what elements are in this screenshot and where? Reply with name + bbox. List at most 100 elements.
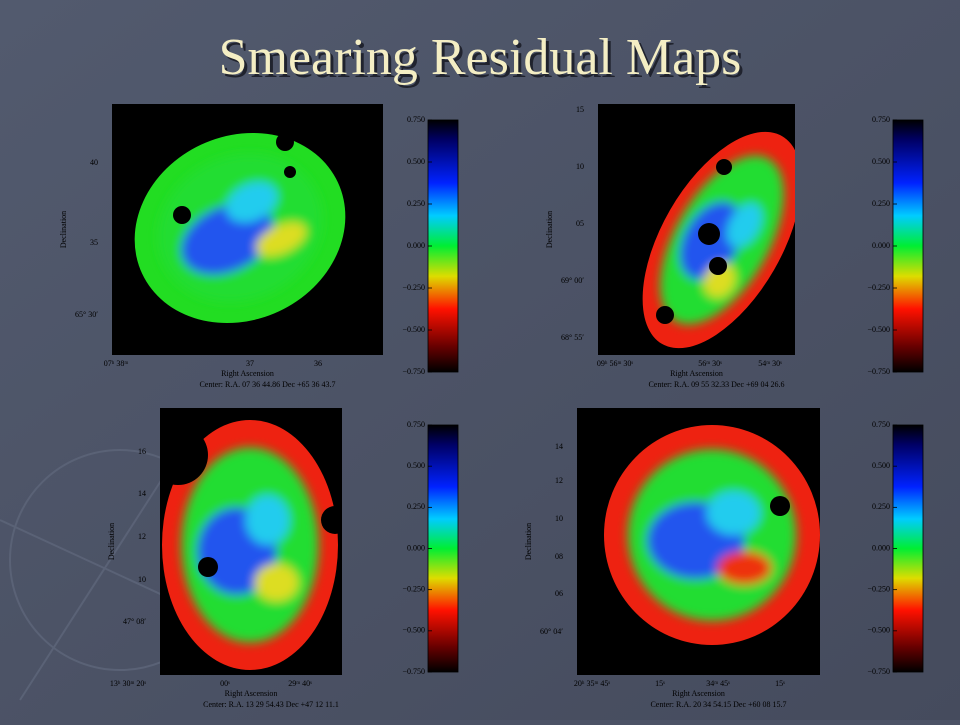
map-zone (717, 551, 772, 585)
masked-source (656, 306, 674, 324)
map-structure (181, 447, 319, 643)
map-image (604, 425, 820, 645)
y-tick-label: 14 (555, 442, 563, 451)
x-tick-label: 15ˢ (655, 679, 665, 688)
colorbar-tick-label: 0.750 (872, 115, 890, 124)
colorbar-tick-label: 0.750 (407, 420, 425, 429)
map-zone (245, 495, 290, 545)
y-axis-label: Declination (545, 211, 554, 248)
y-tick-label: 40 (90, 158, 98, 167)
x-tick-label: 34ᵐ 45ˢ (706, 679, 730, 688)
colorbar-tick-label: 0.000 (872, 241, 890, 250)
y-tick-label: 10 (555, 514, 563, 523)
y-tick-label: 47° 08′ (123, 617, 146, 626)
title: Smearing Residual Maps (219, 29, 742, 86)
colorbar-tick-label: −0.250 (867, 283, 890, 292)
colorbar-tick-label: 0.250 (872, 199, 890, 208)
y-tick-label: 10 (576, 162, 584, 171)
colorbar-tick-label: −0.250 (867, 584, 890, 593)
y-tick-label: 15 (576, 105, 584, 114)
colorbar-tick-label: 0.500 (407, 461, 425, 470)
colorbar-tick-label: 0.250 (407, 502, 425, 511)
x-tick-label: 54ᵐ 30ˢ (758, 359, 782, 368)
masked-source (716, 159, 732, 175)
masked-source (770, 496, 790, 516)
x-tick-label: 36 (314, 359, 322, 368)
colorbar-tick-label: −0.500 (402, 626, 425, 635)
x-tick-label: 20ʰ 35ᵐ 45ˢ (574, 679, 610, 688)
center-coordinates: Center: R.A. 20 34 54.15 Dec +60 08 15.7 (650, 700, 786, 709)
y-axis-label: Declination (524, 523, 533, 560)
y-tick-label: 68° 55′ (561, 333, 584, 342)
y-tick-label: 05 (576, 219, 584, 228)
map-image (134, 132, 346, 324)
map-structure (627, 449, 797, 621)
map-panel: Declination 14 12 10 08 06 60° 04′ 20ʰ 35ᵐ 45ˢ 1… (524, 408, 924, 709)
x-axis-label: Right Ascension (225, 689, 278, 698)
x-axis-label: Right Ascension (221, 369, 274, 378)
colorbar-tick-label: 0.000 (407, 241, 425, 250)
y-tick-label: 08 (555, 552, 563, 561)
center-coordinates: Center: R.A. 09 55 32.33 Dec +69 04 26.6 (648, 380, 784, 389)
map-panel: Declination 15 10 05 69° 00′ 68° 55′ 09ʰ 56ᵐ 3… (545, 104, 924, 389)
map-zone (226, 181, 278, 223)
masked-source (321, 506, 342, 534)
y-tick-label: 35 (90, 238, 98, 247)
colorbar (427, 424, 459, 673)
colorbar-tick-label: 0.750 (872, 420, 890, 429)
colorbar-tick-label: 0.500 (407, 157, 425, 166)
x-axis-label: Right Ascension (670, 369, 723, 378)
y-axis-label: Declination (107, 523, 116, 560)
x-tick-label: 29ᵐ 40ˢ (288, 679, 312, 688)
map-zone (255, 222, 307, 257)
map-structure (157, 153, 323, 303)
colorbar-tick-label: 0.000 (407, 543, 425, 552)
y-axis-label: Declination (59, 211, 68, 248)
masked-source (173, 206, 191, 224)
x-tick-label: 09ʰ 56ᵐ 30ˢ (597, 359, 633, 368)
title-shadow: Smearing Residual Maps (222, 32, 745, 89)
y-tick-label: 16 (138, 447, 146, 456)
colorbar-tick-label: −0.500 (867, 325, 890, 334)
y-tick-label: 12 (138, 532, 146, 541)
x-tick-label: 15ˢ (775, 679, 785, 688)
x-tick-label: 37 (246, 359, 254, 368)
map-zone (706, 491, 761, 535)
colorbar-tick-label: −0.750 (402, 667, 425, 676)
masked-source (709, 257, 727, 275)
masked-source (276, 133, 294, 151)
y-tick-label: 65° 30′ (75, 310, 98, 319)
map-image (642, 131, 795, 349)
colorbar-tick-label: −0.750 (867, 667, 890, 676)
colorbar (892, 119, 924, 373)
masked-source (698, 223, 720, 245)
x-tick-label: 13ʰ 30ᵐ 20ˢ (110, 679, 146, 688)
y-tick-label: 06 (555, 589, 563, 598)
colorbar-tick-label: 0.500 (872, 461, 890, 470)
x-tick-label: 00ˢ (220, 679, 230, 688)
map-panel: Declination 16 14 12 10 47° 08′ 13ʰ 30ᵐ 20ˢ 00ˢ… (107, 408, 459, 709)
colorbar-tick-label: 0.250 (872, 502, 890, 511)
colorbar-tick-label: −0.500 (402, 325, 425, 334)
colorbar (427, 119, 459, 373)
x-tick-label: 56ᵐ 30ˢ (698, 359, 722, 368)
y-tick-label: 12 (555, 476, 563, 485)
y-tick-label: 14 (138, 489, 146, 498)
map-image (160, 420, 342, 670)
colorbar-tick-label: −0.500 (867, 626, 890, 635)
center-coordinates: Center: R.A. 07 36 44.86 Dec +65 36 43.7 (199, 380, 335, 389)
y-tick-label: 10 (138, 575, 146, 584)
x-axis-label: Right Ascension (672, 689, 725, 698)
colorbar-tick-label: 0.000 (872, 543, 890, 552)
map-zone (726, 203, 763, 248)
y-tick-label: 69° 00′ (561, 276, 584, 285)
masked-source (284, 166, 296, 178)
colorbar-tick-label: −0.750 (867, 367, 890, 376)
map-zone (254, 563, 299, 602)
center-coordinates: Center: R.A. 13 29 54.43 Dec +47 12 11.1 (203, 700, 339, 709)
masked-source (198, 557, 218, 577)
x-tick-label: 07ʰ 38ᵐ (104, 359, 129, 368)
map-panel: Declination 40 35 65° 30′ 07ʰ 38ᵐ 37 36 Right A… (59, 104, 459, 389)
y-tick-label: 60° 04′ (540, 627, 563, 636)
